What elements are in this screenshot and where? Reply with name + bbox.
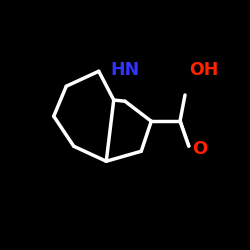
Text: HN: HN [110, 61, 140, 79]
Text: O: O [192, 140, 208, 158]
Text: OH: OH [189, 61, 218, 79]
